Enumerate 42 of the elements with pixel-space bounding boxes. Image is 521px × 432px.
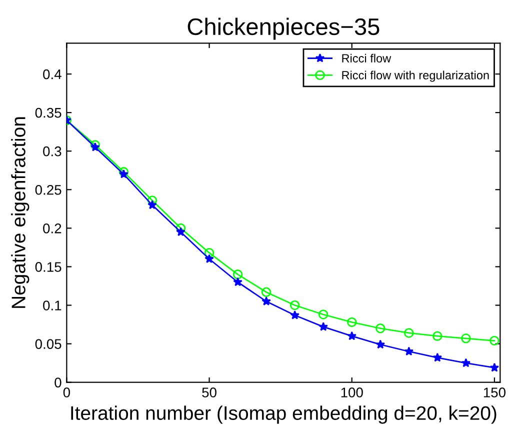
point	[318, 322, 328, 331]
y-tick-label: 0	[54, 378, 62, 388]
legend-label: Ricci flow with regularization	[342, 70, 489, 82]
point	[404, 328, 414, 338]
point	[318, 310, 328, 320]
point	[376, 340, 386, 349]
point	[262, 296, 271, 306]
chart-title: Chickenpieces−35	[188, 18, 380, 40]
x-tick-label: 50	[202, 388, 216, 398]
y-axis-title: Negative eigenfraction	[11, 117, 30, 308]
point	[204, 248, 214, 258]
x-tick-label: 150	[484, 388, 506, 398]
y-tick-label: 0.4	[43, 69, 62, 80]
y-tick-label: 0.2	[43, 224, 62, 234]
point	[290, 310, 300, 320]
legend-label: Ricci flow	[342, 54, 392, 62]
point	[461, 358, 471, 368]
x-axis-title: Iteration number (Isomap embedding d=20, k=20)	[71, 406, 496, 424]
y-tick-label: 0.3	[43, 146, 62, 156]
y-tick-label: 0.15	[35, 262, 62, 272]
y-tick-label: 0.35	[35, 108, 62, 118]
point	[432, 331, 442, 341]
point	[376, 324, 386, 334]
point	[148, 200, 157, 210]
point	[347, 317, 357, 328]
point	[233, 277, 242, 286]
point	[404, 346, 414, 356]
point	[432, 352, 442, 362]
y-tick-label: 0.25	[35, 184, 62, 195]
point	[461, 334, 471, 344]
point	[347, 331, 357, 340]
y-tick-label: 0.1	[43, 300, 62, 310]
point	[261, 287, 272, 298]
y-tick-label: 0.05	[35, 339, 62, 349]
point	[176, 227, 186, 236]
point	[204, 254, 214, 264]
point	[490, 362, 500, 372]
x-tick-label: 0	[63, 388, 70, 398]
x-tick-label: 100	[341, 388, 363, 398]
point	[232, 270, 243, 280]
point	[290, 300, 300, 310]
point	[490, 336, 500, 346]
